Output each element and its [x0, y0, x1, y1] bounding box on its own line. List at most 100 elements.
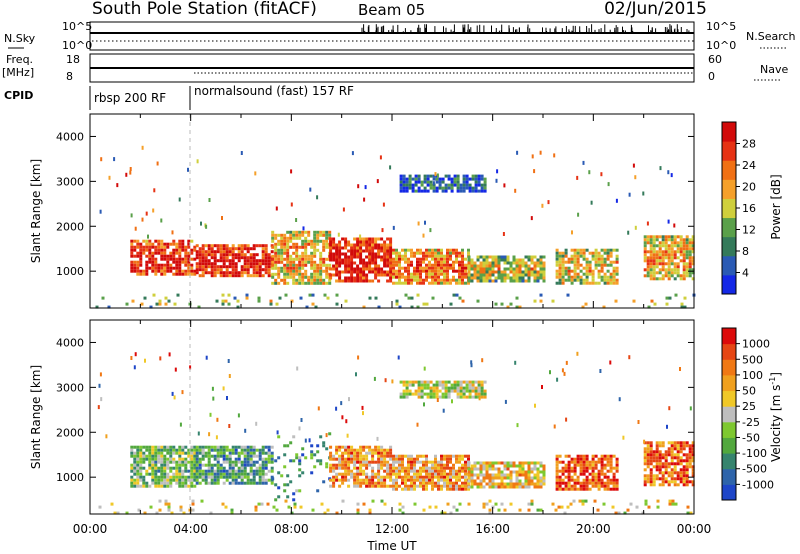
range-gate-cell	[649, 238, 653, 242]
range-gate-cell	[154, 245, 158, 249]
range-gate-cell	[676, 441, 680, 445]
range-gate-cell	[417, 392, 421, 396]
range-gate-cell	[502, 232, 505, 236]
range-gate-cell	[597, 481, 601, 485]
range-gate-cell	[207, 265, 211, 269]
range-gate-cell	[219, 469, 223, 473]
range-gate-cell	[521, 279, 525, 283]
range-gate-cell	[116, 511, 120, 515]
range-gate-cell	[255, 265, 259, 269]
range-gate-cell	[222, 472, 226, 476]
range-gate-cell	[680, 305, 684, 309]
range-gate-cell	[145, 269, 149, 273]
range-gate-cell	[240, 451, 244, 455]
range-gate-cell	[292, 251, 296, 255]
range-gate-cell	[404, 248, 407, 252]
range-gate-cell	[148, 245, 152, 249]
range-gate-cell	[661, 453, 665, 457]
range-gate-cell	[603, 251, 607, 255]
range-gate-cell	[353, 243, 357, 247]
range-gate-cell	[600, 257, 604, 261]
range-gate-cell	[169, 269, 173, 273]
range-gate-cell	[130, 478, 134, 482]
range-gate-cell	[374, 255, 378, 259]
range-gate-cell	[527, 473, 531, 477]
range-gate-cell	[685, 268, 689, 272]
range-gate-cell	[467, 454, 470, 458]
range-gate-cell	[255, 466, 259, 470]
range-gate-cell	[530, 461, 534, 465]
range-gate-cell	[452, 251, 455, 255]
range-gate-cell	[491, 479, 495, 483]
range-gate-cell	[221, 302, 225, 306]
range-gate-cell	[474, 180, 478, 184]
range-gate-cell	[542, 273, 546, 277]
range-gate-cell	[344, 279, 348, 283]
range-gate-cell	[594, 251, 598, 255]
range-gate-cell	[287, 505, 291, 509]
range-gate-cell	[156, 161, 159, 166]
range-gate-cell	[325, 257, 329, 261]
range-gate-cell	[210, 250, 214, 254]
range-gate-cell	[467, 457, 470, 461]
range-gate-cell	[356, 454, 360, 458]
range-gate-cell	[419, 269, 422, 273]
range-gate-cell	[461, 254, 464, 258]
range-gate-cell	[428, 472, 431, 476]
range-gate-cell	[591, 278, 595, 282]
range-gate-cell	[274, 254, 278, 258]
range-gate-cell	[464, 263, 467, 267]
range-gate-cell	[225, 268, 229, 272]
range-gate-cell	[464, 472, 467, 476]
range-gate-cell	[166, 475, 170, 479]
range-gate-cell	[479, 264, 483, 268]
range-gate-cell	[383, 469, 387, 473]
range-gate-cell	[356, 270, 360, 274]
range-gate-cell	[401, 454, 404, 458]
range-gate-cell	[541, 385, 543, 389]
colorbar-frame	[721, 327, 737, 501]
range-gate-cell	[190, 248, 194, 252]
range-gate-cell	[350, 448, 354, 452]
range-gate-cell	[443, 484, 446, 488]
range-gate-cell	[359, 448, 363, 452]
range-gate-cell	[603, 260, 607, 264]
range-gate-cell	[181, 445, 185, 449]
range-gate-cell	[240, 481, 244, 485]
range-gate-cell	[240, 268, 244, 272]
range-gate-cell	[691, 256, 695, 260]
range-gate-cell	[685, 271, 689, 275]
range-gate-cell	[359, 267, 363, 271]
range-gate-cell	[277, 435, 281, 439]
range-gate-cell	[154, 260, 158, 264]
range-gate-cell	[298, 263, 302, 267]
range-gate-cell	[216, 475, 220, 479]
time-tick-label: 08:00	[274, 522, 309, 536]
range-gate-cell	[151, 457, 155, 461]
range-gate-cell	[295, 456, 299, 460]
range-gate-cell	[451, 399, 453, 404]
range-gate-cell	[591, 481, 595, 485]
range-gate-cell	[539, 255, 543, 259]
range-gate-cell	[399, 392, 403, 396]
range-gate-cell	[452, 463, 455, 467]
range-gate-cell	[423, 383, 427, 387]
range-gate-cell	[371, 472, 375, 476]
range-gate-cell	[99, 372, 102, 377]
range-gate-cell	[184, 469, 188, 473]
range-gate-cell	[661, 474, 665, 478]
range-gate-cell	[313, 269, 317, 273]
range-gate-cell	[655, 456, 659, 460]
range-gate-cell	[113, 511, 117, 515]
range-gate-cell	[228, 448, 232, 452]
range-gate-cell	[184, 478, 188, 482]
range-gate-cell	[455, 475, 458, 479]
range-gate-cell	[189, 365, 192, 370]
range-gate-cell	[154, 460, 158, 464]
range-gate-cell	[270, 469, 274, 473]
range-gate-cell	[380, 270, 384, 274]
range-gate-cell	[278, 296, 282, 300]
range-gate-cell	[615, 469, 619, 473]
range-gate-cell	[512, 273, 516, 277]
colorbar-tick-label: 20	[742, 181, 756, 194]
